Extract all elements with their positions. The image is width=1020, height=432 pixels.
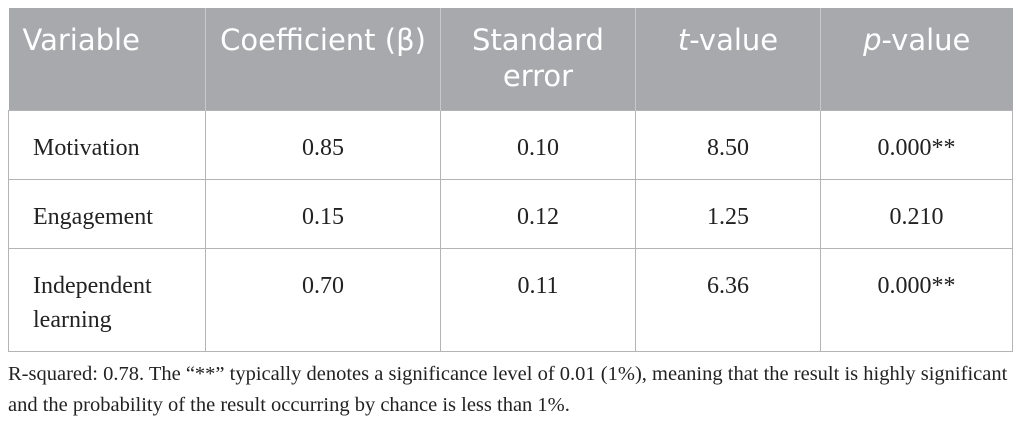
header-cell: Standard error [440,8,636,111]
table-cell: 0.85 [205,110,441,180]
header-cell: p-value [820,8,1013,111]
table-cell: 0.000** [820,110,1013,180]
table-note: R-squared: 0.78. The “**” typically deno… [8,363,1008,416]
table-body: Motivation 0.85 0.10 8.50 0.000** Engagement 0… [8,110,1013,352]
table-row: Independent learning 0.70 0.11 6.36 0.000** [8,248,1013,352]
table-cell: 8.50 [635,110,821,180]
table-cell: 6.36 [635,248,821,352]
table-cell: 1.25 [635,179,821,249]
table-cell: 0.15 [205,179,441,249]
results-table: Variable Coefficient (β) Standard error t-v… [8,8,1013,352]
row-label: Engagement [8,179,206,249]
table-cell: 0.11 [440,248,636,352]
header-row: Variable Coefficient (β) Standard error t-v… [8,8,1013,111]
header-cell: Coefficient (β) [205,8,441,111]
table-cell: 0.210 [820,179,1013,249]
row-label: Independent learning [8,248,206,352]
row-label: Motivation [8,110,206,180]
table-cell: 0.10 [440,110,636,180]
table-cell: 0.000** [820,248,1013,352]
header-cell: t-value [635,8,821,111]
table-cell: 0.12 [440,179,636,249]
table-row: Motivation 0.85 0.10 8.50 0.000** [8,110,1013,180]
table-row: Engagement 0.15 0.12 1.25 0.210 [8,179,1013,249]
table-cell: 0.70 [205,248,441,352]
header-cell: Variable [8,8,206,111]
